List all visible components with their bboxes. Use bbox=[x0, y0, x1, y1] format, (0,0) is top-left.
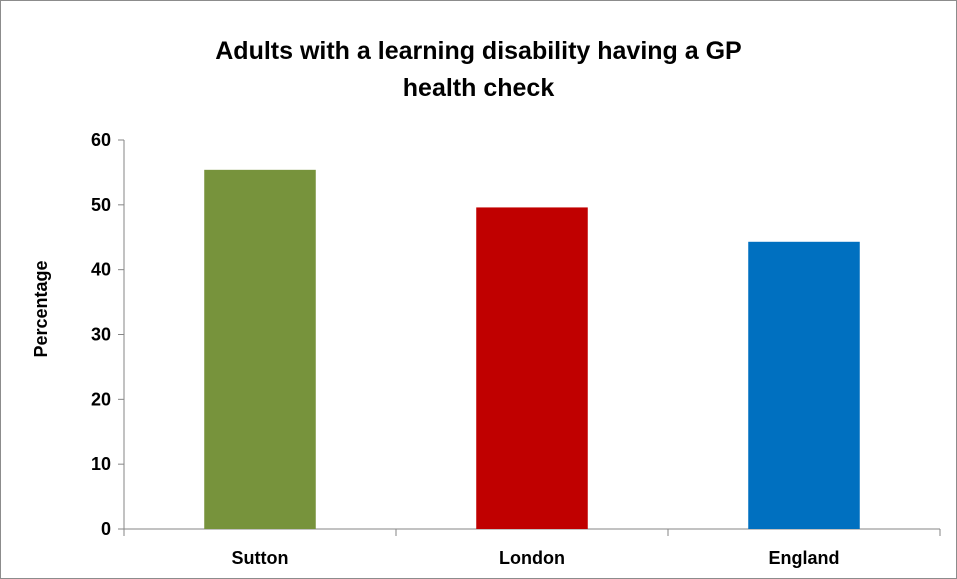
x-axis: Sutton London England bbox=[123, 528, 941, 568]
y-tick-label: 20 bbox=[91, 389, 111, 409]
chart-title: Adults with a learning disability having… bbox=[0, 33, 957, 107]
y-axis-label: Percentage bbox=[31, 260, 51, 357]
chart-title-line-2: health check bbox=[402, 74, 555, 102]
y-tick-label: 30 bbox=[91, 325, 111, 345]
y-tick-label: 0 bbox=[101, 519, 111, 539]
y-axis: 0 10 20 30 40 50 60 bbox=[91, 130, 125, 539]
y-tick-label: 50 bbox=[91, 195, 111, 215]
x-tick-label: London bbox=[499, 548, 565, 568]
x-tick-label: Sutton bbox=[232, 548, 289, 568]
bar-series bbox=[204, 169, 860, 529]
chart-title-line-1: Adults with a learning disability having… bbox=[215, 37, 742, 65]
y-tick-label: 40 bbox=[91, 260, 111, 280]
bar-england bbox=[748, 241, 860, 529]
y-tick-label: 60 bbox=[91, 130, 111, 150]
bar-london bbox=[476, 207, 588, 529]
bar-sutton bbox=[204, 169, 316, 529]
x-tick-label: England bbox=[769, 548, 840, 568]
y-tick-label: 10 bbox=[91, 454, 111, 474]
